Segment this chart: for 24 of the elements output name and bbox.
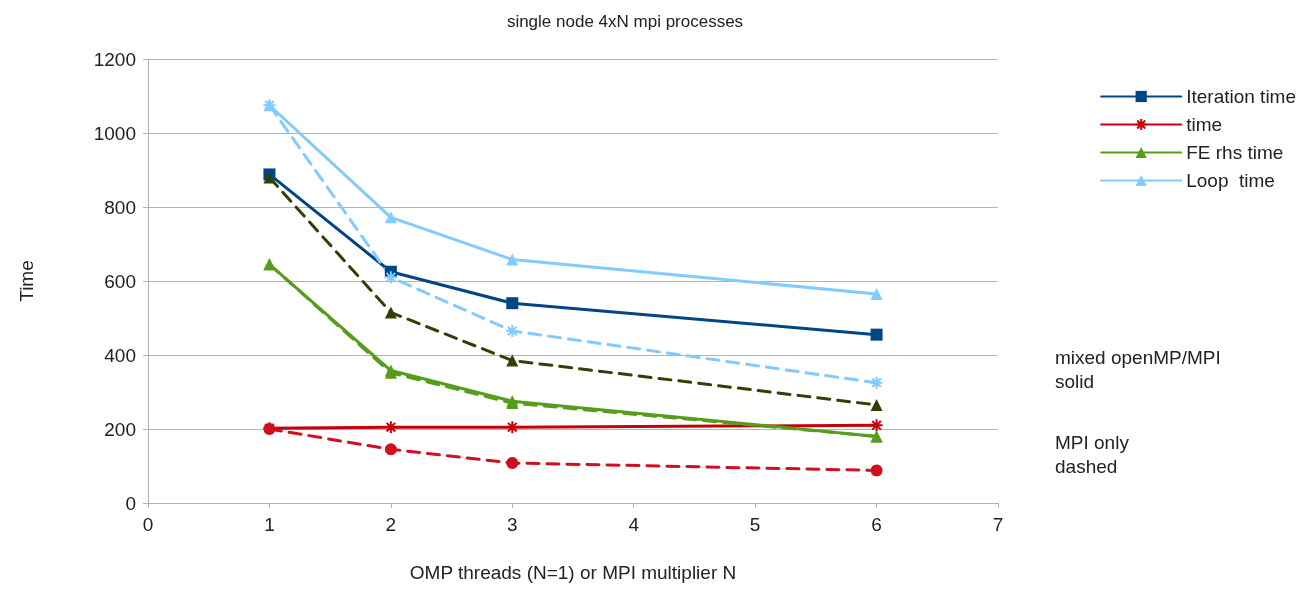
y-tick-label: 0 [125,492,136,514]
x-tick-label: 7 [992,514,1004,535]
x-tick-label: 2 [385,514,397,535]
legend-label: Loop time [1186,170,1275,191]
x-tick-label: 6 [871,514,882,535]
y-tick-label: 600 [104,270,136,292]
legend-label: FE rhs time [1186,142,1284,163]
y-tick-label: 1200 [93,48,136,70]
text: MPI only dashed [1055,431,1130,477]
x-tick-label: 1 [264,514,275,535]
text: mixed openMP/MPI solid [1055,346,1221,392]
y-tick-label: 800 [104,196,136,218]
y-tick-label: 400 [104,344,136,366]
y-axis-title: Time [16,260,37,302]
legend-label: time [1186,114,1223,135]
chart-title: single node 4xN mpi processes [506,12,744,31]
legend-label: Iteration time [1186,86,1296,107]
x-tick-label: 3 [507,514,518,535]
x-axis-title: OMP threads (N=1) or MPI multiplier N [409,562,737,583]
y-tick-label: 200 [104,418,136,440]
x-tick-label: 0 [142,514,154,535]
y-tick-label: 1000 [93,122,136,144]
x-tick-label: 5 [749,514,761,535]
x-tick-label: 4 [628,514,640,535]
